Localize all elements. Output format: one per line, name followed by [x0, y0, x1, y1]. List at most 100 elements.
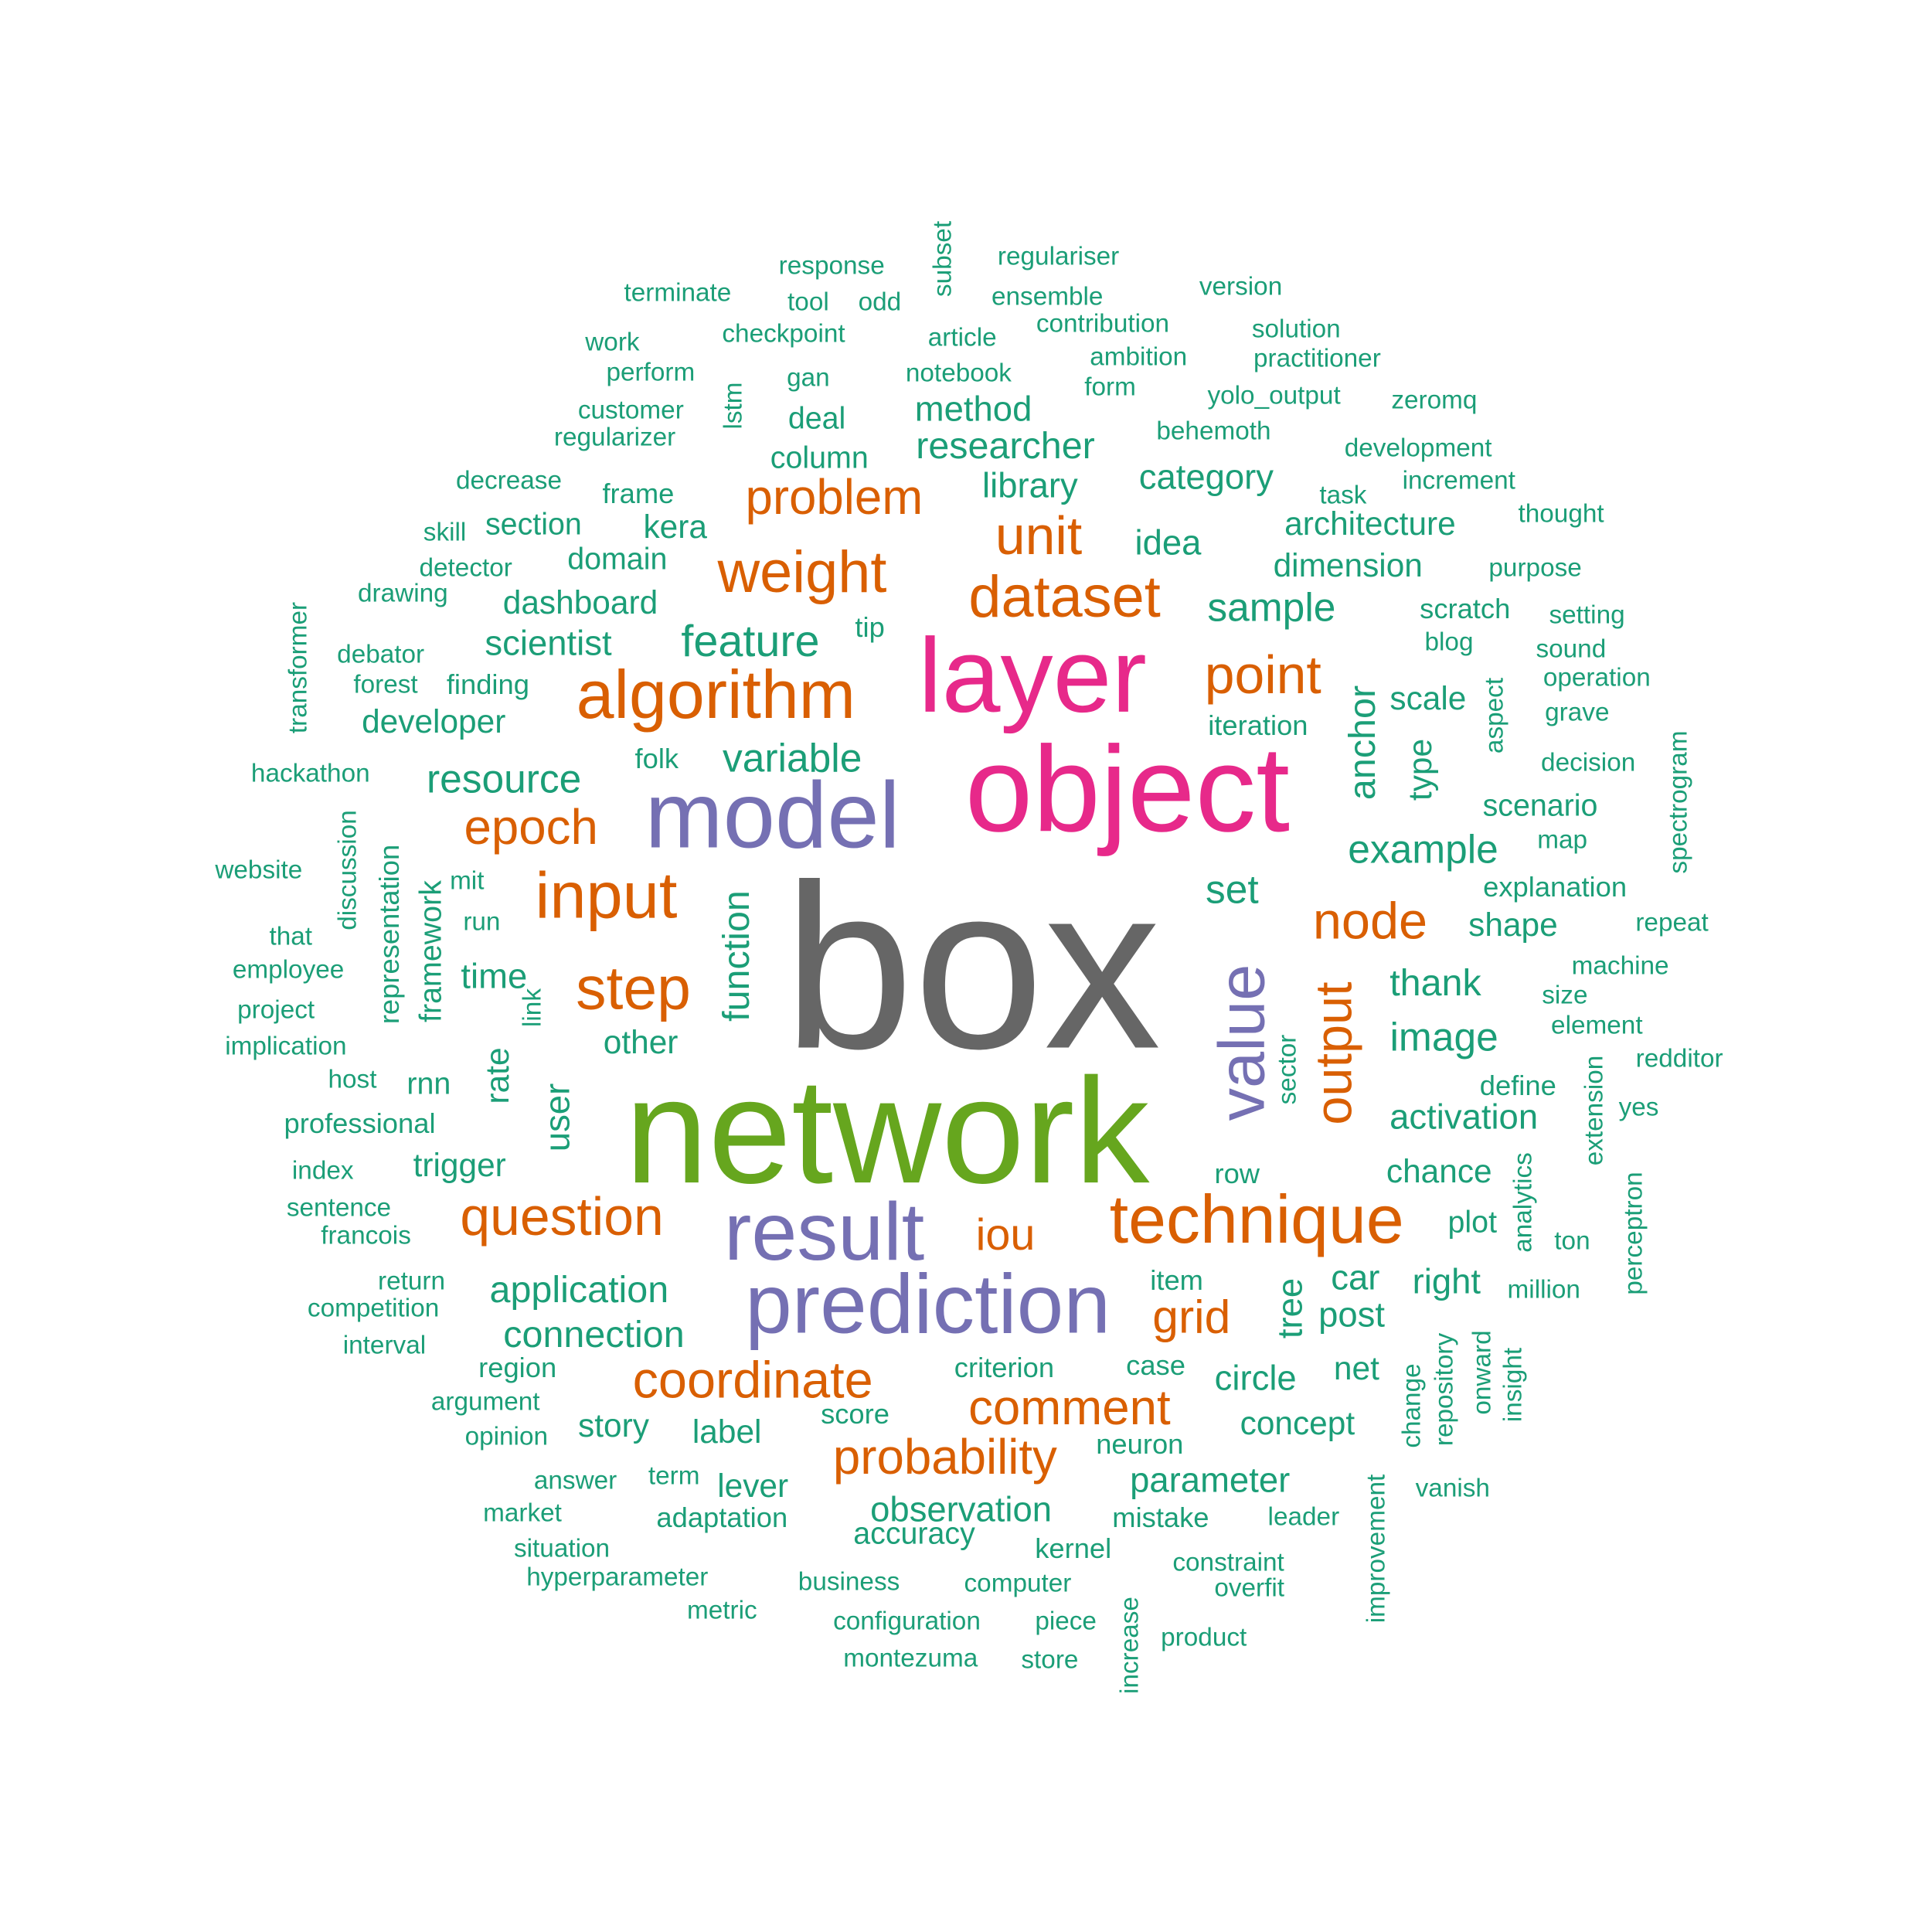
- word-answer: answer: [533, 1466, 617, 1495]
- word-leader: leader: [1267, 1502, 1340, 1532]
- word-box: box: [783, 836, 1162, 1098]
- word-rnn: rnn: [406, 1066, 451, 1101]
- word-car: car: [1331, 1257, 1380, 1298]
- word-perform: perform: [606, 357, 696, 386]
- word-zeromq: zeromq: [1391, 386, 1478, 415]
- word-example: example: [1348, 825, 1498, 871]
- word-finding: finding: [446, 668, 529, 701]
- word-tip: tip: [855, 611, 885, 643]
- word-time: time: [461, 956, 528, 996]
- word-technique: technique: [1109, 1181, 1404, 1258]
- word-ensemble: ensemble: [991, 282, 1104, 311]
- word-adaptation: adaptation: [656, 1502, 788, 1534]
- word-sector: sector: [1273, 1034, 1302, 1105]
- word-interval: interval: [342, 1331, 427, 1360]
- word-element: element: [1551, 1010, 1643, 1039]
- word-work: work: [585, 328, 640, 357]
- word-section: section: [485, 507, 582, 542]
- word-yes: yes: [1618, 1093, 1659, 1122]
- word-grave: grave: [1545, 697, 1610, 726]
- word-resource: resource: [426, 755, 582, 801]
- word-notebook: notebook: [905, 359, 1012, 388]
- word-unit: unit: [995, 505, 1083, 566]
- word-host: host: [328, 1065, 377, 1094]
- word-accuracy: accuracy: [853, 1516, 975, 1551]
- word-type: type: [1402, 739, 1439, 801]
- word-drawing: drawing: [358, 579, 448, 608]
- word-activation: activation: [1389, 1096, 1539, 1136]
- word-node: node: [1312, 893, 1428, 951]
- word-task: task: [1319, 481, 1367, 510]
- word-regulariser: regulariser: [997, 241, 1120, 270]
- word-shape: shape: [1468, 906, 1558, 944]
- word-problem: problem: [745, 470, 923, 526]
- word-step: step: [576, 954, 691, 1022]
- word-question: question: [460, 1186, 664, 1247]
- word-comment: comment: [968, 1380, 1171, 1436]
- word-project: project: [237, 995, 315, 1025]
- word-concept: concept: [1240, 1404, 1355, 1441]
- word-scenario: scenario: [1482, 788, 1598, 823]
- word-solution: solution: [1251, 315, 1341, 344]
- word-iou: iou: [975, 1210, 1036, 1260]
- word-overfit: overfit: [1214, 1573, 1285, 1603]
- word-return: return: [378, 1267, 446, 1296]
- word-domain: domain: [567, 542, 668, 577]
- word-customer: customer: [577, 396, 684, 425]
- word-library: library: [982, 465, 1078, 505]
- word-ambition: ambition: [1090, 342, 1188, 372]
- word-sound: sound: [1536, 634, 1607, 664]
- word-analytics: analytics: [1508, 1152, 1537, 1253]
- word-index: index: [291, 1155, 354, 1185]
- word-network: network: [624, 1046, 1150, 1215]
- word-operation: operation: [1543, 663, 1651, 692]
- word-lstm: lstm: [718, 382, 747, 430]
- word-developer: developer: [362, 703, 506, 740]
- word-anchor: anchor: [1342, 685, 1384, 801]
- word-row: row: [1214, 1158, 1260, 1190]
- word-increment: increment: [1402, 466, 1515, 495]
- word-subset: subset: [928, 220, 957, 297]
- word-constraint: constraint: [1172, 1548, 1284, 1577]
- word-forest: forest: [353, 670, 418, 699]
- word-mistake: mistake: [1112, 1502, 1209, 1534]
- word-regularizer: regularizer: [553, 423, 676, 452]
- word-terminate: terminate: [624, 278, 732, 308]
- word-story: story: [578, 1406, 649, 1444]
- word-redditor: redditor: [1635, 1043, 1723, 1073]
- word-improvement: improvement: [1362, 1474, 1391, 1624]
- word-hyperparameter: hyperparameter: [526, 1563, 709, 1592]
- word-right: right: [1412, 1261, 1481, 1301]
- word-debator: debator: [337, 639, 425, 668]
- word-post: post: [1318, 1294, 1385, 1335]
- word-computer: computer: [964, 1569, 1072, 1598]
- word-scratch: scratch: [1420, 592, 1511, 624]
- word-change: change: [1397, 1363, 1427, 1448]
- word-repository: repository: [1429, 1333, 1458, 1447]
- word-explanation: explanation: [1483, 870, 1628, 903]
- word-input: input: [535, 858, 678, 932]
- word-circle: circle: [1214, 1357, 1297, 1397]
- word-tree: tree: [1270, 1278, 1310, 1339]
- word-trigger: trigger: [413, 1147, 506, 1184]
- word-item: item: [1150, 1264, 1203, 1296]
- word-blog: blog: [1424, 628, 1474, 657]
- word-development: development: [1344, 434, 1492, 463]
- word-criterion: criterion: [954, 1351, 1055, 1383]
- word-frame: frame: [602, 478, 675, 510]
- word-spectrogram: spectrogram: [1663, 730, 1692, 874]
- word-variable: variable: [723, 734, 862, 780]
- word-million: million: [1507, 1275, 1580, 1304]
- word-form: form: [1084, 372, 1136, 401]
- word-prediction: prediction: [745, 1257, 1111, 1352]
- word-onward: onward: [1468, 1330, 1497, 1415]
- word-practitioner: practitioner: [1253, 344, 1381, 373]
- word-net: net: [1333, 1350, 1379, 1387]
- word-value: value: [1204, 964, 1278, 1121]
- word-decrease: decrease: [455, 466, 562, 495]
- word-repeat: repeat: [1635, 908, 1709, 937]
- word-neuron: neuron: [1096, 1427, 1184, 1460]
- word-business: business: [798, 1567, 900, 1597]
- word-employee: employee: [232, 955, 345, 985]
